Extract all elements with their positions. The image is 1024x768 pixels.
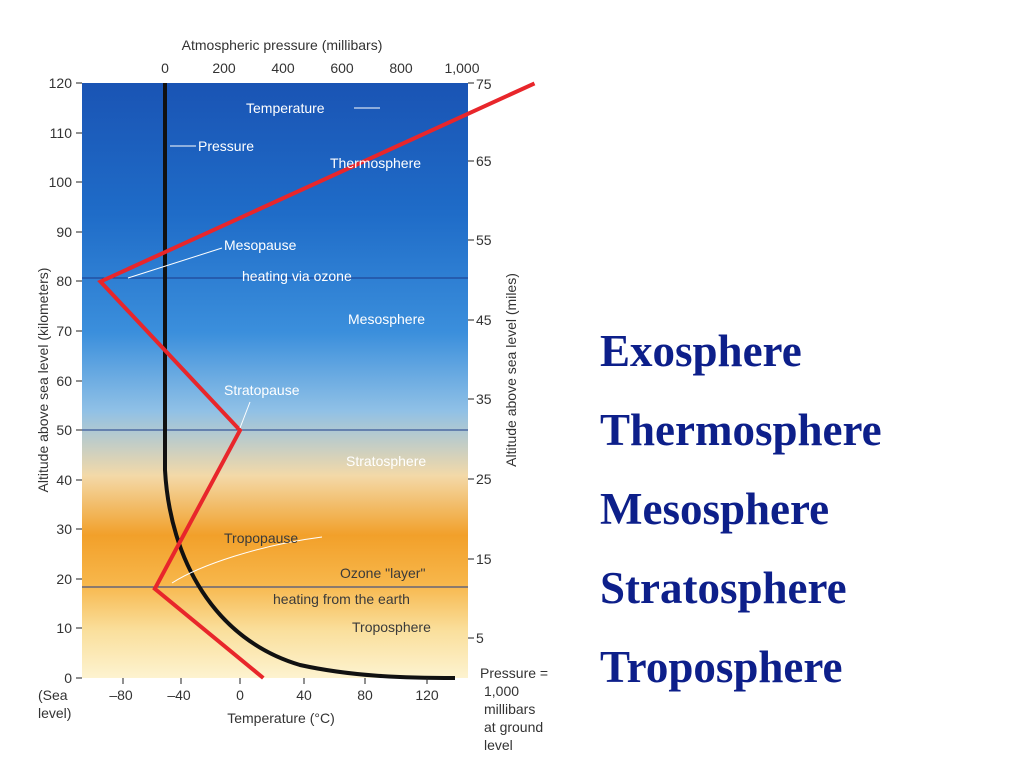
thermosphere-label: Thermosphere [330,155,421,171]
pressure-tick: 600 [330,60,354,76]
km-tick: 80 [56,273,72,289]
left-axis-title: Altitude above sea level (kilometers) [35,268,51,493]
bottom-axis-title: Temperature (°C) [227,710,335,726]
km-tick: 50 [56,422,72,438]
mile-tick: 15 [476,551,492,567]
mesosphere-label: Mesosphere [348,311,425,327]
temperature-tick: 40 [296,687,312,703]
temperature-label: Temperature [246,100,325,116]
atmosphere-diagram: 120 110 100 90 80 70 60 50 40 30 20 10 0… [35,37,548,753]
temperature-tick: –40 [167,687,191,703]
pressure-note-line: Pressure = [480,665,548,681]
stratopause-label: Stratopause [224,382,300,398]
mile-tick: 45 [476,312,492,328]
pressure-label: Pressure [198,138,254,154]
temperature-curve [97,81,536,680]
troposphere-label: Troposphere [352,619,431,635]
layer-mesosphere: Mesosphere [600,484,830,534]
km-ticks [76,82,82,679]
ozone-layer-label: Ozone "layer" [340,565,425,581]
km-tick: 90 [56,224,72,240]
mile-tick: 55 [476,232,492,248]
right-axis-title: Altitude above sea level (miles) [503,273,519,467]
sky-background [82,83,468,678]
pressure-note-line: millibars [484,701,535,717]
annotation-leaders [127,107,380,584]
pressure-tick: 200 [212,60,236,76]
heating-earth-label: heating from the earth [273,591,410,607]
km-tick: 70 [56,323,72,339]
km-tick: 120 [49,75,73,91]
pressure-tick: 800 [389,60,413,76]
pressure-note-line: level [484,737,513,753]
mile-ticks [468,82,474,639]
km-tick: 100 [49,174,73,190]
temperature-tick: 80 [357,687,373,703]
pressure-tick: 400 [271,60,295,76]
mile-tick: 75 [476,76,492,92]
pressure-tick: 1,000 [444,60,479,76]
km-tick: 20 [56,571,72,587]
mile-tick: 5 [476,630,484,646]
km-tick: 10 [56,620,72,636]
temperature-ticks [122,678,428,684]
pressure-tick: 0 [161,60,169,76]
stratosphere-label: Stratosphere [346,453,426,469]
km-tick: 40 [56,472,72,488]
layer-stratosphere: Stratosphere [600,563,847,613]
layer-exosphere: Exosphere [600,326,802,376]
km-tick: 60 [56,373,72,389]
layer-troposphere: Troposphere [600,642,843,692]
pressure-note-line: at ground [484,719,543,735]
temperature-tick: 120 [415,687,439,703]
sea-level-label: (Sea [38,687,68,703]
mile-tick: 65 [476,153,492,169]
sea-level-label: level) [38,705,71,721]
pressure-note-line: 1,000 [484,683,519,699]
mile-tick: 35 [476,391,492,407]
layer-thermosphere: Thermosphere [600,405,882,455]
km-tick: 110 [50,125,73,141]
atmosphere-layers-list: Exosphere Thermosphere Mesosphere Strato… [600,312,882,707]
mesopause-label: Mesopause [224,237,297,253]
pressure-curve [163,83,456,680]
mile-tick: 25 [476,471,492,487]
tropopause-label: Tropopause [224,530,298,546]
heating-ozone-label: heating via ozone [242,268,352,284]
temperature-tick: 0 [236,687,244,703]
km-tick: 30 [56,521,72,537]
temperature-tick: –80 [109,687,133,703]
top-axis-title: Atmospheric pressure (millibars) [182,37,383,53]
km-tick: 0 [64,670,72,686]
